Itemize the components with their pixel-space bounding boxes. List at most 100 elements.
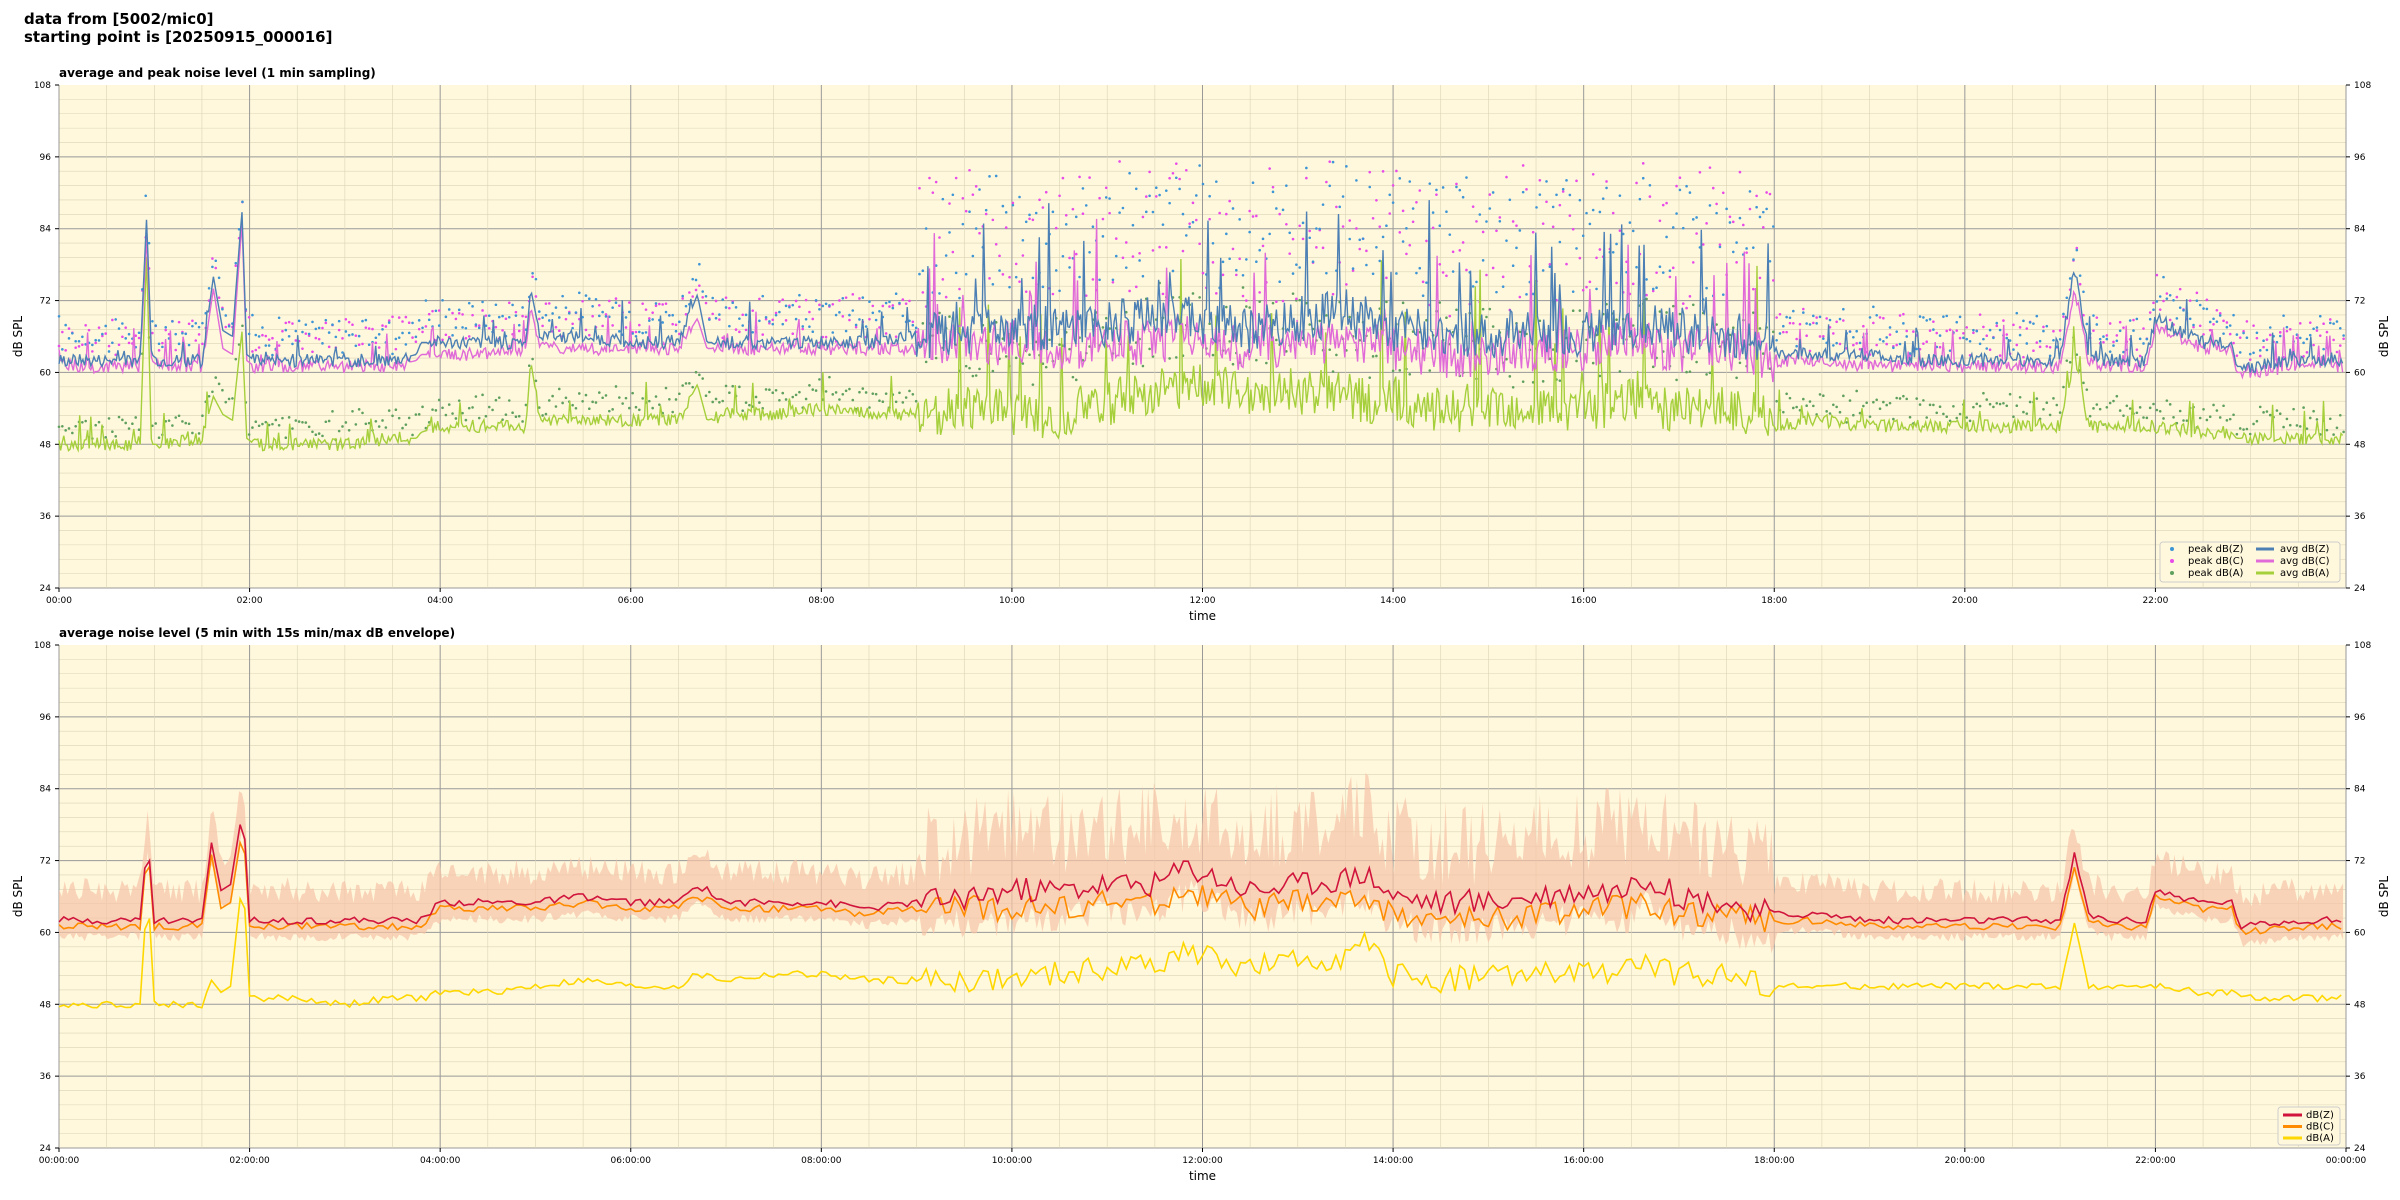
peak-point bbox=[961, 196, 965, 200]
peak-point bbox=[1018, 195, 1021, 199]
peak-point bbox=[2142, 327, 2145, 330]
peak-point bbox=[1124, 266, 1128, 269]
peak-point bbox=[1415, 271, 1418, 275]
peak-point bbox=[2122, 326, 2125, 329]
peak-point bbox=[247, 433, 251, 436]
peak-point bbox=[1001, 204, 1005, 208]
peak-point bbox=[1992, 405, 1995, 409]
peak-point bbox=[404, 315, 408, 319]
peak-point bbox=[661, 321, 664, 324]
peak-point bbox=[2218, 416, 2222, 419]
peak-point bbox=[251, 426, 254, 429]
peak-point bbox=[761, 333, 765, 336]
peak-point bbox=[1134, 285, 1138, 289]
peak-point bbox=[104, 332, 107, 335]
peak-point bbox=[991, 218, 995, 222]
peak-point bbox=[524, 315, 528, 319]
peak-point bbox=[424, 299, 428, 302]
peak-point bbox=[1388, 193, 1392, 197]
peak-point bbox=[1291, 292, 1295, 295]
peak-point bbox=[534, 379, 538, 383]
peak-point bbox=[1802, 311, 1805, 314]
peak-point bbox=[1751, 311, 1755, 314]
peak-point bbox=[1935, 331, 1939, 335]
peak-point bbox=[2188, 299, 2192, 302]
peak-point bbox=[768, 320, 771, 323]
peak-point bbox=[1068, 256, 1071, 260]
peak-point bbox=[798, 305, 801, 309]
peak-point bbox=[111, 430, 114, 434]
peak-point bbox=[221, 388, 224, 392]
peak-point bbox=[2078, 274, 2082, 277]
peak-point bbox=[1475, 280, 1478, 284]
peak-point bbox=[444, 413, 448, 417]
y-tick-label: 48 bbox=[40, 1000, 52, 1010]
peak-point bbox=[1925, 319, 1929, 322]
peak-point bbox=[764, 388, 768, 391]
peak-point bbox=[391, 352, 394, 356]
peak-point bbox=[2165, 399, 2169, 402]
peak-point bbox=[1311, 260, 1315, 263]
peak-point bbox=[898, 301, 901, 305]
peak-point bbox=[1995, 401, 1999, 405]
peak-point bbox=[728, 391, 731, 394]
peak-point bbox=[1375, 246, 1378, 249]
peak-point bbox=[681, 297, 684, 300]
peak-point bbox=[197, 432, 201, 435]
peak-point bbox=[291, 322, 294, 325]
legend-label: avg dB(C) bbox=[2280, 556, 2330, 567]
peak-point bbox=[664, 310, 668, 314]
peak-point bbox=[1315, 246, 1318, 249]
peak-point bbox=[858, 318, 861, 321]
peak-point bbox=[611, 408, 614, 411]
peak-point bbox=[1481, 307, 1485, 311]
peak-point bbox=[1975, 402, 1979, 406]
peak-point bbox=[354, 344, 358, 348]
peak-point bbox=[1014, 262, 1018, 266]
peak-point bbox=[1004, 226, 1008, 229]
peak-point bbox=[1828, 412, 1832, 415]
peak-point bbox=[117, 415, 121, 419]
peak-point bbox=[731, 384, 735, 388]
peak-point bbox=[1995, 324, 1999, 328]
peak-point bbox=[918, 186, 921, 190]
peak-point bbox=[2278, 331, 2282, 334]
peak-point bbox=[938, 292, 941, 295]
peak-point bbox=[1715, 202, 1718, 206]
chart2-title: average noise level (5 min with 15s min/… bbox=[59, 626, 455, 640]
peak-point bbox=[1545, 180, 1548, 183]
peak-point bbox=[1665, 235, 1668, 239]
peak-point bbox=[1275, 207, 1278, 210]
peak-point bbox=[1141, 274, 1145, 278]
peak-point bbox=[2238, 336, 2242, 339]
peak-point bbox=[484, 314, 488, 317]
peak-point bbox=[211, 265, 214, 269]
peak-point bbox=[1795, 405, 1798, 409]
peak-point bbox=[257, 424, 261, 428]
peak-point bbox=[978, 367, 981, 371]
peak-point bbox=[658, 302, 661, 306]
peak-point bbox=[1948, 349, 1952, 352]
peak-point bbox=[2118, 320, 2122, 324]
peak-point bbox=[484, 414, 488, 418]
peak-point bbox=[381, 419, 384, 422]
peak-point bbox=[1681, 302, 1685, 305]
peak-point bbox=[631, 332, 634, 335]
peak-point bbox=[2148, 317, 2152, 321]
peak-point bbox=[2105, 337, 2109, 341]
peak-point bbox=[574, 311, 578, 314]
peak-point bbox=[1108, 197, 1111, 200]
peak-point bbox=[544, 302, 548, 305]
peak-point bbox=[441, 406, 444, 410]
peak-point bbox=[474, 323, 478, 326]
peak-point bbox=[281, 329, 284, 333]
peak-point bbox=[107, 344, 111, 348]
peak-point bbox=[1875, 313, 1878, 317]
series-line-db-c- bbox=[58, 839, 2342, 936]
peak-point bbox=[1308, 236, 1312, 240]
peak-point bbox=[1251, 215, 1255, 218]
peak-point bbox=[1932, 328, 1935, 331]
peak-point bbox=[1958, 315, 1962, 319]
peak-point bbox=[628, 310, 631, 314]
peak-point bbox=[2238, 427, 2242, 430]
